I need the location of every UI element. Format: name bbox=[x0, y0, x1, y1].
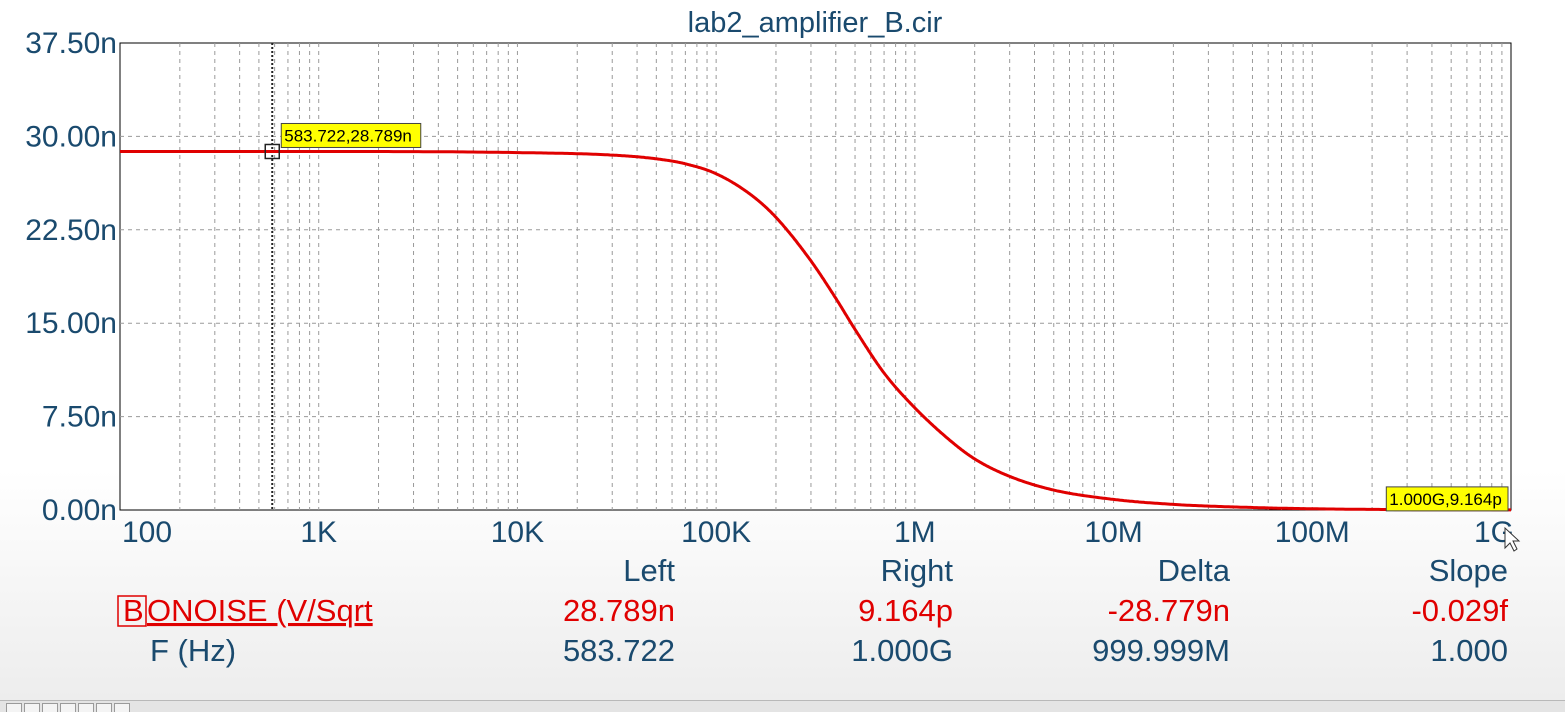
x-left-value: 583.722 bbox=[563, 633, 675, 668]
header-right: Right bbox=[881, 553, 954, 588]
trace-label[interactable]: ONOISE (V/Sqrt bbox=[147, 593, 373, 628]
cursor-value-tag: 1.000G,9.164p bbox=[1385, 486, 1509, 512]
y-tick-label: 0.00n bbox=[42, 494, 117, 527]
x-tick-label: 1K bbox=[300, 516, 337, 549]
cursor-value-tag: 583.722,28.789n bbox=[264, 122, 422, 160]
x-tick-label: 10M bbox=[1084, 516, 1142, 549]
y-tick-label: 15.00n bbox=[25, 307, 117, 340]
scroll-tab[interactable] bbox=[60, 703, 76, 712]
annotations: 583.722,28.789n 1.000G,9.164p bbox=[264, 122, 1509, 512]
trace-left-value: 28.789n bbox=[563, 593, 675, 628]
status-strip bbox=[0, 700, 1565, 712]
value-tag-box bbox=[280, 122, 422, 148]
y-tick-label: 37.50n bbox=[25, 27, 117, 60]
scroll-tab[interactable] bbox=[42, 703, 58, 712]
header-slope: Slope bbox=[1429, 553, 1508, 588]
x-tick-label: 100 bbox=[122, 516, 172, 549]
trace-id-box[interactable] bbox=[117, 595, 147, 627]
scroll-tab[interactable] bbox=[78, 703, 94, 712]
y-tick-label: 30.00n bbox=[25, 120, 117, 153]
mouse-pointer-icon bbox=[1504, 526, 1521, 552]
cursor-readout: Left Right Delta Slope B ONOISE (V/Sqrt … bbox=[117, 553, 1508, 668]
header-left: Left bbox=[623, 553, 675, 588]
y-tick-label: 7.50n bbox=[42, 401, 117, 434]
scroll-tab[interactable] bbox=[96, 703, 112, 712]
x-slope-value: 1.000 bbox=[1430, 633, 1508, 668]
value-tag-label: 583.722,28.789n bbox=[284, 126, 412, 145]
plot-area[interactable] bbox=[119, 42, 1512, 511]
y-tick-label: 22.50n bbox=[25, 214, 117, 247]
chart-title: lab2_amplifier_B.cir bbox=[688, 7, 943, 39]
value-tag-box bbox=[1385, 486, 1509, 512]
y-axis-ticks: 0.00n 7.50n 15.00n 22.50n 30.00n 37.50n bbox=[25, 27, 117, 527]
value-tag-label: 1.000G,9.164p bbox=[1389, 490, 1501, 509]
series-group bbox=[120, 150, 1511, 512]
scroll-tab[interactable] bbox=[24, 703, 40, 712]
cursor-marker[interactable] bbox=[264, 143, 281, 160]
scroll-tab[interactable] bbox=[6, 703, 22, 712]
grid bbox=[120, 43, 1511, 510]
x-variable-label: F (Hz) bbox=[150, 633, 236, 668]
x-axis-ticks: 100 1K 10K 100K 1M 10M 100M 1G bbox=[122, 516, 1514, 549]
header-delta: Delta bbox=[1158, 553, 1231, 588]
x-tick-label: 100M bbox=[1275, 516, 1350, 549]
x-delta-value: 999.999M bbox=[1092, 633, 1230, 668]
trace-slope-value: -0.029f bbox=[1411, 593, 1508, 628]
trace-delta-value: -28.779n bbox=[1108, 593, 1230, 628]
trace-right-value: 9.164p bbox=[858, 593, 953, 628]
x-tick-label: 1M bbox=[894, 516, 936, 549]
series-line-onoise[interactable] bbox=[120, 150, 1511, 512]
x-tick-label: 10K bbox=[491, 516, 544, 549]
x-tick-label: 100K bbox=[681, 516, 751, 549]
trace-id: B bbox=[123, 593, 144, 628]
scroll-tab[interactable] bbox=[114, 703, 130, 712]
x-right-value: 1.000G bbox=[851, 633, 953, 668]
